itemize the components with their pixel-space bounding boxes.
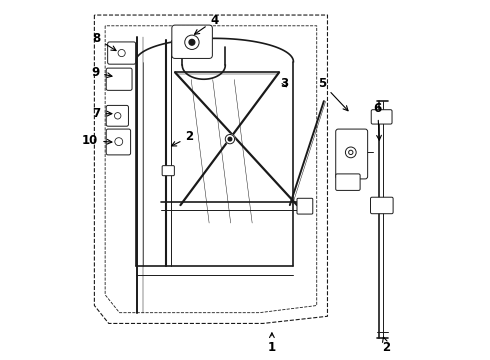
Circle shape: [185, 35, 199, 49]
Circle shape: [345, 147, 356, 158]
Circle shape: [189, 40, 195, 45]
FancyBboxPatch shape: [106, 105, 128, 126]
Text: 5: 5: [318, 77, 348, 111]
Text: 1: 1: [268, 333, 276, 354]
Circle shape: [225, 134, 235, 144]
Text: 7: 7: [92, 107, 112, 120]
Circle shape: [115, 113, 121, 119]
Text: 2: 2: [383, 337, 391, 354]
Text: 4: 4: [195, 14, 219, 34]
Circle shape: [118, 49, 125, 57]
Text: 3: 3: [280, 77, 289, 90]
FancyBboxPatch shape: [108, 42, 136, 64]
Text: 2: 2: [172, 130, 194, 146]
FancyBboxPatch shape: [162, 166, 174, 176]
Circle shape: [228, 137, 232, 141]
FancyBboxPatch shape: [336, 129, 368, 179]
Circle shape: [115, 138, 122, 145]
FancyBboxPatch shape: [336, 174, 360, 190]
Text: 8: 8: [92, 32, 116, 51]
FancyBboxPatch shape: [371, 110, 392, 124]
FancyBboxPatch shape: [370, 197, 393, 214]
Text: 9: 9: [91, 66, 112, 79]
FancyBboxPatch shape: [172, 25, 212, 58]
FancyBboxPatch shape: [106, 68, 132, 90]
FancyBboxPatch shape: [106, 129, 131, 155]
Text: 6: 6: [373, 102, 382, 140]
Text: 10: 10: [82, 134, 112, 147]
FancyBboxPatch shape: [297, 198, 313, 214]
